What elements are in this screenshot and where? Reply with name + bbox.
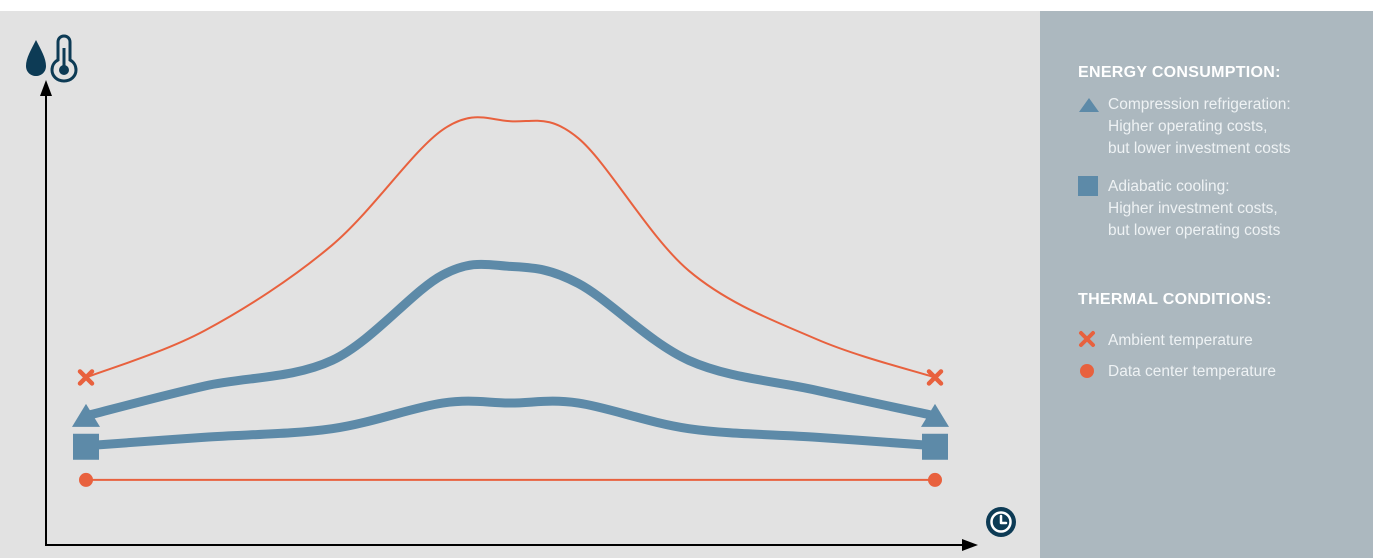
series-marker-triangle-end [921, 403, 949, 427]
series-line-square [81, 396, 940, 451]
y-axis-arrowhead [40, 80, 52, 96]
series-line-triangle [81, 259, 940, 421]
legend-cross [1079, 331, 1095, 347]
legend-text-compression: Compression refrigeration: Higher operat… [1108, 94, 1291, 160]
water-drop-icon [26, 40, 46, 76]
triangle-marker-icon [1079, 98, 1099, 112]
legend-panel: ENERGY CONSUMPTION: Compression refriger… [1040, 11, 1373, 558]
legend-line: but lower operating costs [1108, 222, 1281, 239]
series-marker-cross-end [926, 369, 944, 386]
marker-layer [72, 369, 949, 487]
legend-line: Higher operating costs, [1108, 118, 1268, 135]
series-marker-cross-start [77, 369, 95, 386]
legend-text-adiabatic: Adiabatic cooling: Higher investment cos… [1108, 176, 1280, 242]
legend-text-ambient: Ambient temperature [1108, 330, 1253, 352]
cross-marker-icon [1079, 331, 1095, 347]
square-marker-icon [1078, 176, 1098, 196]
line-chart [26, 34, 1016, 551]
series-marker-circle-start [79, 472, 93, 487]
legend-triangle [1079, 98, 1099, 112]
thermal-conditions-heading: THERMAL CONDITIONS: [1078, 291, 1272, 308]
legend-line: Data center temperature [1108, 363, 1277, 380]
legend-text-data-center: Data center temperature [1108, 361, 1276, 383]
series-marker-circle-end [928, 472, 942, 487]
energy-consumption-heading: ENERGY CONSUMPTION: [1078, 64, 1281, 81]
legend-line: Adiabatic cooling: [1108, 178, 1230, 195]
plot-panel [0, 11, 1040, 558]
series-line-cross [85, 116, 936, 379]
x-axis-arrowhead [962, 539, 978, 551]
series-layer [81, 116, 940, 481]
legend-line: Compression refrigeration: [1108, 96, 1291, 113]
series-marker-square-end [922, 433, 948, 460]
legend-line: Ambient temperature [1108, 332, 1253, 349]
series-marker-triangle-start [72, 403, 100, 427]
legend-line: Higher investment costs, [1108, 200, 1278, 217]
legend-circle [1080, 364, 1094, 378]
legend-square [1078, 176, 1098, 196]
series-marker-square-start [73, 433, 99, 460]
legend-line: but lower investment costs [1108, 140, 1291, 157]
circle-marker-icon [1080, 364, 1094, 378]
thermometer-icon [50, 34, 78, 83]
clock-icon [986, 507, 1016, 537]
